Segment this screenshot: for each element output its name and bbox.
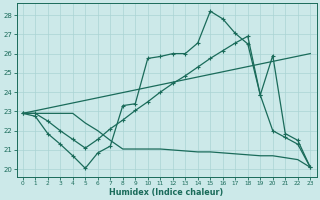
X-axis label: Humidex (Indice chaleur): Humidex (Indice chaleur): [109, 188, 224, 197]
